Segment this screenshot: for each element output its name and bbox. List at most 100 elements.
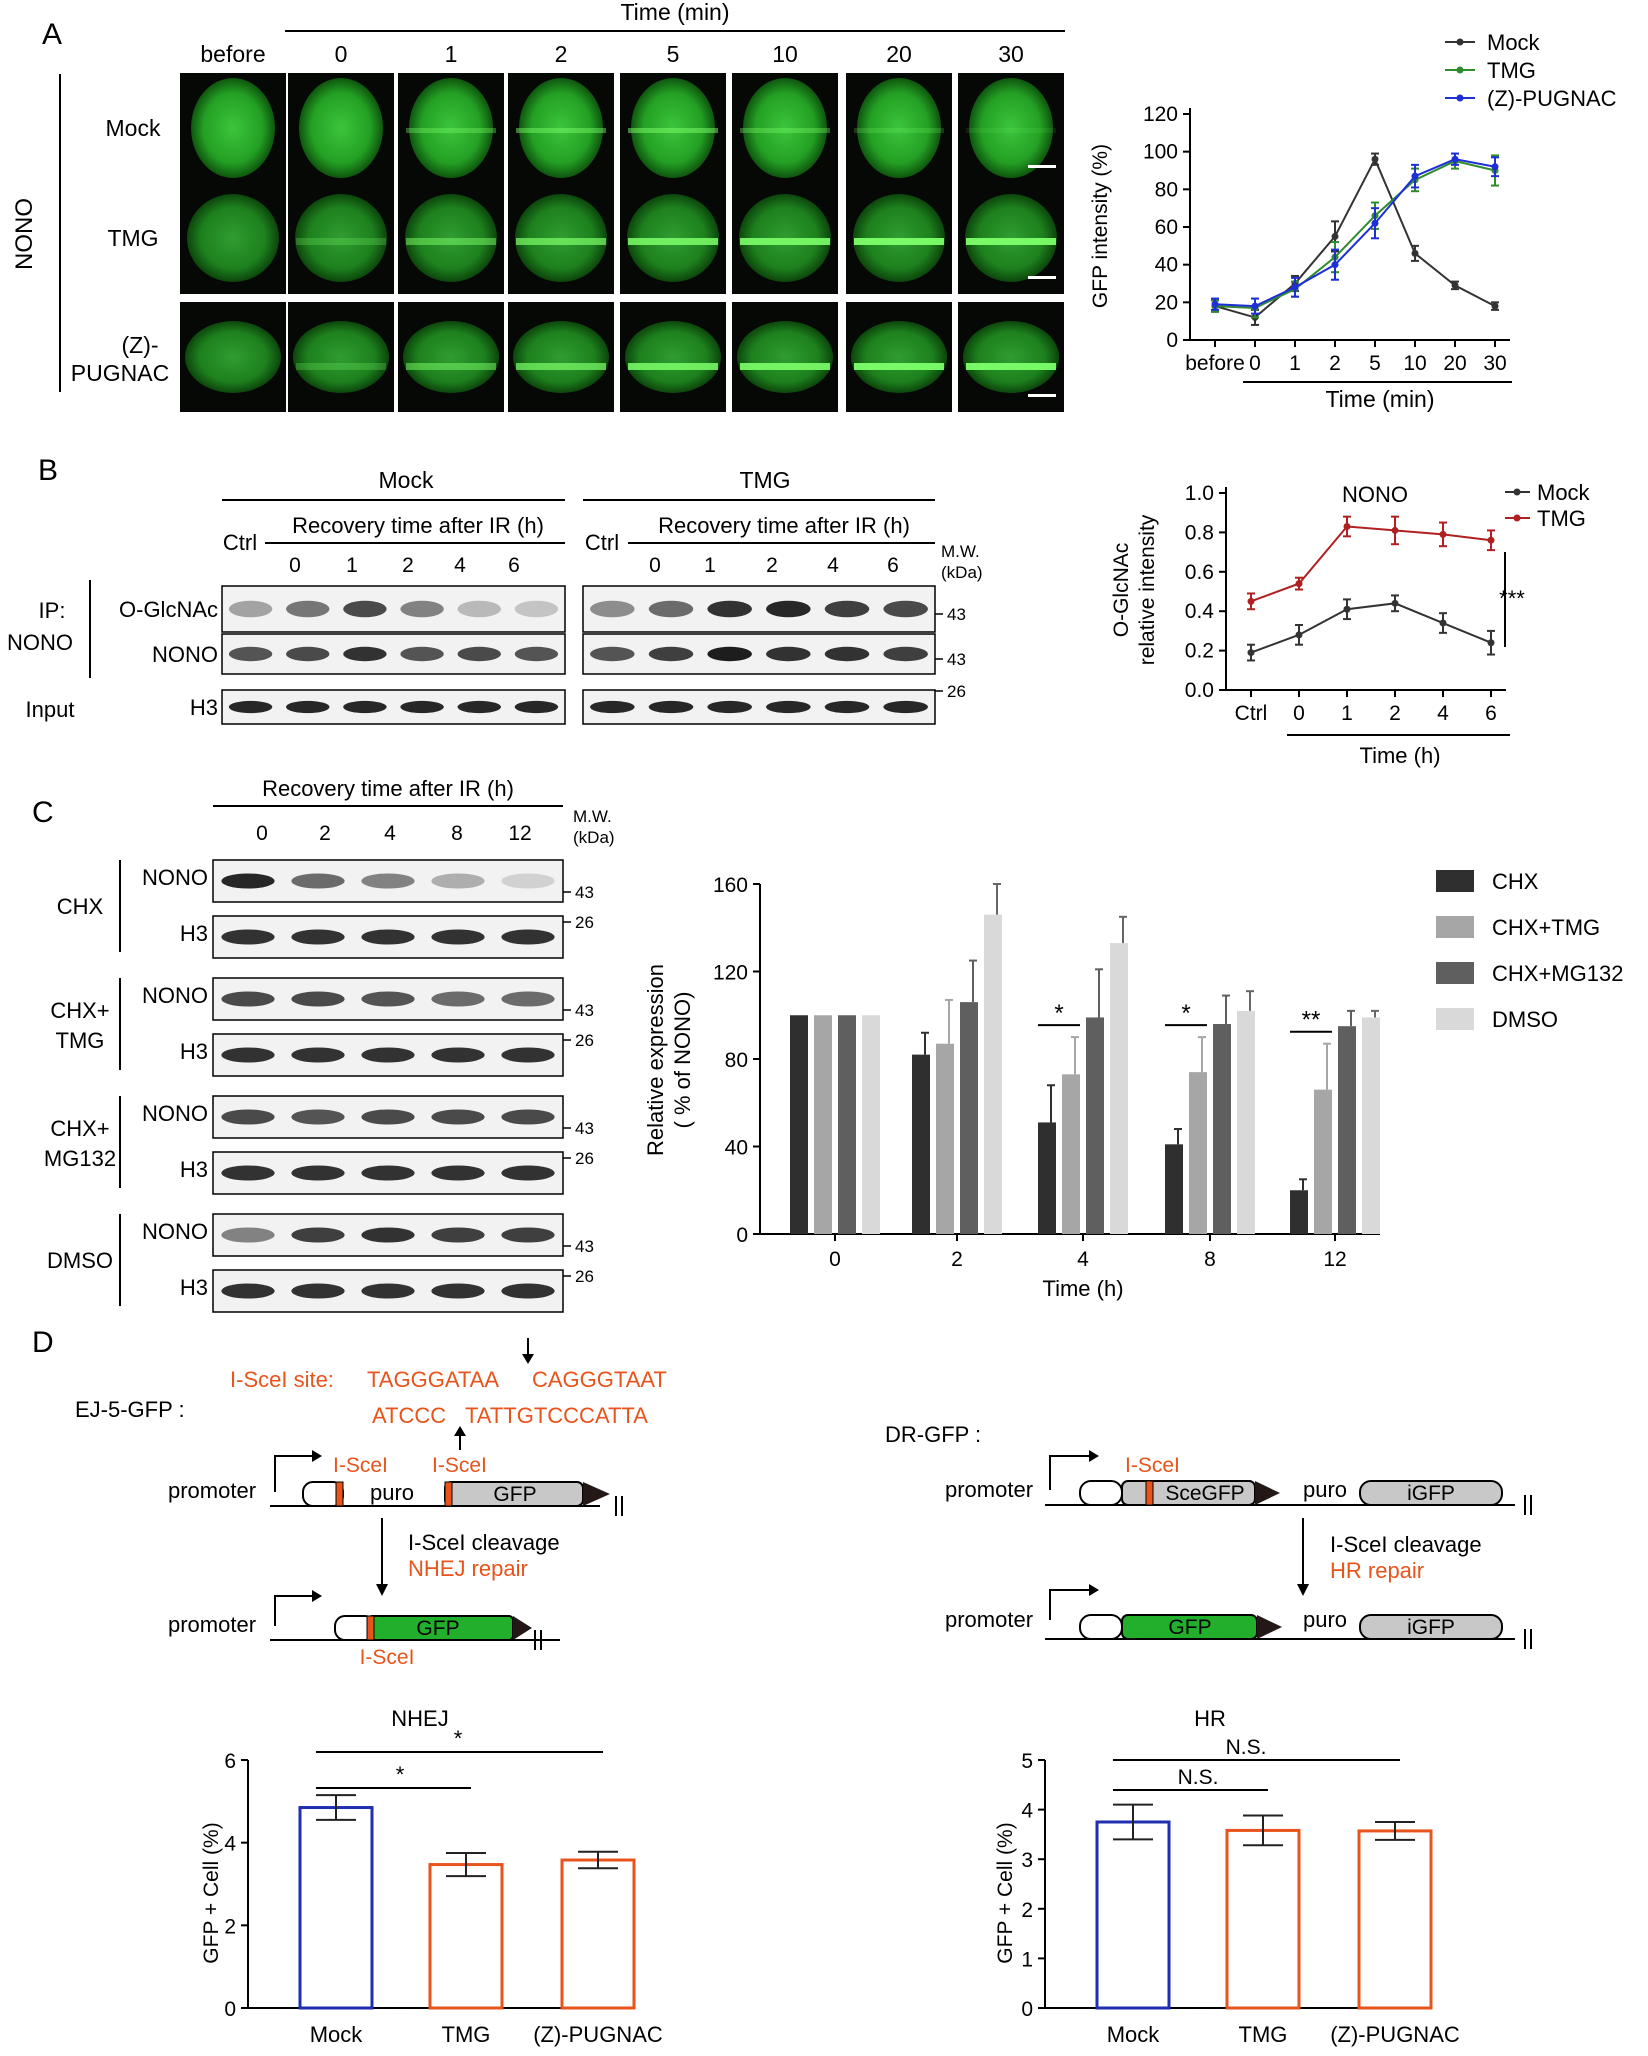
blot-c-1-1-band <box>291 1047 345 1063</box>
x-tick-label: 30 <box>1483 352 1506 375</box>
mw-marker: 26 <box>575 1031 594 1050</box>
cell-nucleus <box>857 78 941 178</box>
blot-c-3-1-band <box>221 1283 275 1299</box>
blot-c-0-0-band <box>431 873 485 889</box>
y-tick-label: 2 <box>224 1915 236 1938</box>
blot-row-label: H3 <box>180 921 208 946</box>
blot-c-3-0-band <box>501 1227 555 1243</box>
blot-c-3-0-band <box>221 1227 275 1243</box>
blot-c-3-1-band <box>431 1283 485 1299</box>
mw-marker: 43 <box>575 1119 594 1138</box>
blot-mock-row-0-band <box>400 600 444 618</box>
blot-row-label: NONO <box>142 983 208 1008</box>
cell-nucleus <box>191 78 275 178</box>
data-point <box>1391 599 1399 607</box>
legend-label-0: Mock <box>1487 30 1541 55</box>
y-tick-label: 120 <box>1143 103 1178 126</box>
isce1-site-label: I-SceI site: <box>230 1367 334 1392</box>
damage-stripe <box>296 238 386 245</box>
x-tick-label: Ctrl <box>1235 702 1268 725</box>
blot-tmg-row-0-band <box>883 600 928 618</box>
chart-b-significance: *** <box>1499 586 1525 611</box>
cell-nucleus <box>403 321 499 393</box>
bar-2-4 <box>1338 1026 1356 1234</box>
data-point <box>1411 249 1419 257</box>
ctrl-label-mock: Ctrl <box>223 530 257 555</box>
blot-c-3-1-band <box>291 1283 345 1299</box>
data-point <box>1487 536 1495 544</box>
blot-c-1-0-band <box>361 991 415 1007</box>
blot-tmg-row-1 <box>582 633 936 675</box>
cleavage-arrow-ej-head <box>376 1584 388 1596</box>
bar-2-1 <box>960 1002 978 1234</box>
timepoint-c-4: 12 <box>508 822 531 845</box>
promoter-label-2: promoter <box>168 1612 256 1637</box>
ej5-title: EJ-5-GFP : <box>75 1397 185 1422</box>
blot-tmg-row-2-band <box>590 700 635 714</box>
chart-c-ylabel-2: ( % of NONO) <box>670 992 695 1129</box>
blot-tmg-row-2 <box>582 689 936 725</box>
timepoint-tmg-4: 6 <box>887 554 899 577</box>
mw-marker-2: 26 <box>947 682 966 701</box>
puro-label-dr2: puro <box>1303 1607 1347 1632</box>
panel-letter-c: C <box>32 796 54 829</box>
chart-d2-title: HR <box>1194 1706 1226 1731</box>
series-line-0 <box>1250 602 1492 654</box>
bar-0 <box>298 1806 374 2010</box>
bar-1-3 <box>1189 1072 1207 1234</box>
chart-b-ylabel-2: relative intensity <box>1136 514 1159 665</box>
seq-top-b: CAGGGTAAT <box>532 1367 667 1392</box>
y-tick-label: 0 <box>224 1998 236 2021</box>
blot-c-1-1-band <box>431 1047 485 1063</box>
bar-2 <box>560 1858 636 2010</box>
damage-stripe <box>628 363 718 370</box>
blot-c-2-1-band <box>501 1165 555 1181</box>
scale-bar <box>1028 276 1056 279</box>
column-label-0: before <box>200 41 265 67</box>
blot-tmg-row-1-band <box>590 646 635 662</box>
legend-marker-0 <box>1513 488 1521 496</box>
series-line-1 <box>1250 525 1492 603</box>
y-tick-label: 1 <box>1021 1948 1033 1971</box>
x-tick-label: 20 <box>1443 352 1466 375</box>
panel-c-western-blot: Recovery time after IR (h) M.W. (kDa) 0 2… <box>44 776 615 1313</box>
data-point <box>1491 163 1499 171</box>
mw-label-line1: M.W. <box>941 542 980 561</box>
legend-label-1: TMG <box>1487 58 1536 83</box>
x-tick-label: 4 <box>1077 1248 1089 1271</box>
timepoint-mock-0: 0 <box>289 554 301 577</box>
y-tick-label: 3 <box>1021 1849 1033 1872</box>
legend-swatch-1 <box>1436 916 1474 938</box>
blot-c-3-1-band <box>361 1283 415 1299</box>
x-tick-label: 2 <box>1329 352 1341 375</box>
blot-tmg-row-2-band <box>648 700 694 714</box>
damage-stripe <box>740 363 830 370</box>
puro-label-dr1: puro <box>1303 1477 1347 1502</box>
row-label-2-line2: PUGNAC <box>71 360 169 386</box>
blot-mock-row-2-band <box>457 700 501 714</box>
scegfp-label: SceGFP <box>1165 1482 1244 1505</box>
x-tick-label-2: (Z)-PUGNAC <box>1330 2022 1460 2047</box>
bar-3-4 <box>1362 1017 1380 1234</box>
dr-title: DR-GFP : <box>885 1422 981 1447</box>
y-tick-label: 80 <box>725 1049 748 1072</box>
y-tick-label: 80 <box>1155 178 1178 201</box>
panel-d-schematics: EJ-5-GFP : I-SceI site: TAGGGATAA CAGGGT… <box>75 1338 1532 1669</box>
cleavage-label-dr: I-SceI cleavage <box>1330 1532 1482 1557</box>
promoter-label: promoter <box>168 1478 256 1503</box>
group-label-0: CHX <box>57 894 104 919</box>
blot-row-label-2: H3 <box>190 695 218 720</box>
series-line-2 <box>1214 158 1496 308</box>
x-tick-label: 0 <box>1249 352 1261 375</box>
legend-label-2: CHX+MG132 <box>1492 961 1623 986</box>
y-tick-label: 0.8 <box>1185 521 1214 544</box>
data-point <box>1491 302 1499 310</box>
significance-label: ** <box>1302 1007 1321 1034</box>
cell-nucleus <box>513 321 609 393</box>
legend-label-3: DMSO <box>1492 1007 1558 1032</box>
white-box-dr2 <box>1079 1614 1123 1640</box>
cell-nucleus <box>963 321 1059 393</box>
blot-tmg-row-2-band <box>883 700 928 714</box>
legend-label-2: (Z)-PUGNAC <box>1487 86 1617 111</box>
column-label-6: 20 <box>886 41 912 67</box>
